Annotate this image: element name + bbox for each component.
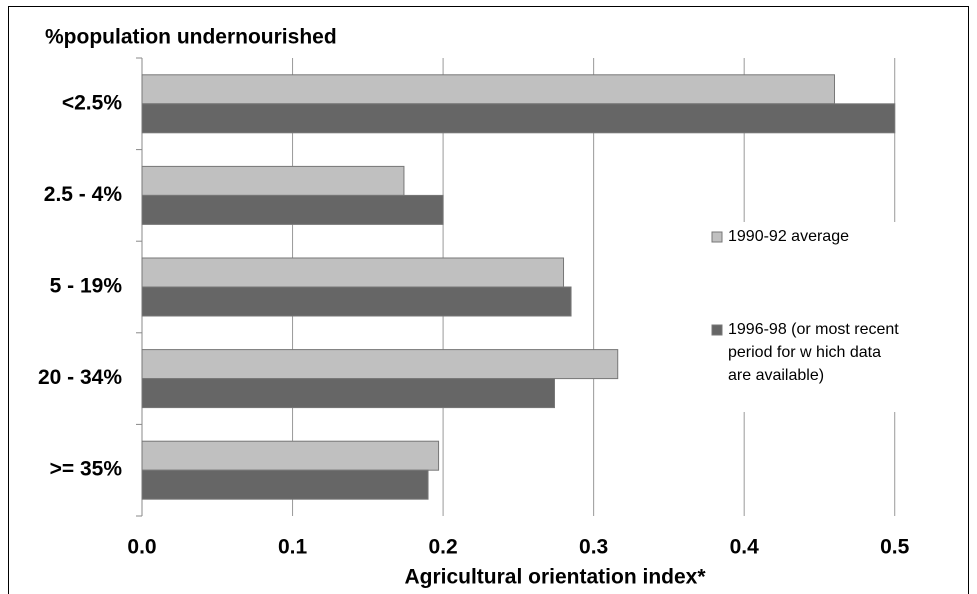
y-tick-label: <2.5% bbox=[62, 91, 122, 114]
bar bbox=[141, 378, 555, 409]
y-tick-label: >= 35% bbox=[50, 458, 123, 481]
bar bbox=[141, 469, 429, 500]
bar bbox=[141, 257, 565, 288]
legend-box bbox=[706, 222, 926, 412]
legend-label: 1996-98 (or most recent period for w hich… bbox=[728, 321, 899, 384]
x-tick-label: 0.5 bbox=[880, 536, 910, 559]
bar bbox=[141, 440, 440, 471]
x-tick-label: 0.0 bbox=[127, 536, 156, 559]
x-axis-title: Agricultural orientation index* bbox=[404, 566, 706, 589]
bar bbox=[141, 74, 836, 105]
y-tick-label: 2.5 - 4% bbox=[44, 183, 123, 206]
legend-label: 1990-92 average bbox=[728, 228, 849, 245]
x-tick-label: 0.1 bbox=[278, 536, 308, 559]
bar bbox=[141, 349, 619, 380]
x-tick-label: 0.3 bbox=[579, 536, 608, 559]
x-tick-label: 0.4 bbox=[730, 536, 760, 559]
bar bbox=[141, 286, 572, 317]
chart-title: %population undernourished bbox=[45, 26, 337, 49]
bar bbox=[141, 103, 896, 134]
legend-swatch bbox=[711, 231, 723, 243]
y-tick-label: 5 - 19% bbox=[50, 275, 123, 298]
x-tick-label: 0.2 bbox=[428, 536, 457, 559]
bar bbox=[141, 165, 405, 196]
legend-swatch bbox=[711, 324, 723, 336]
bar bbox=[141, 194, 444, 225]
y-tick-label: 20 - 34% bbox=[38, 366, 122, 389]
